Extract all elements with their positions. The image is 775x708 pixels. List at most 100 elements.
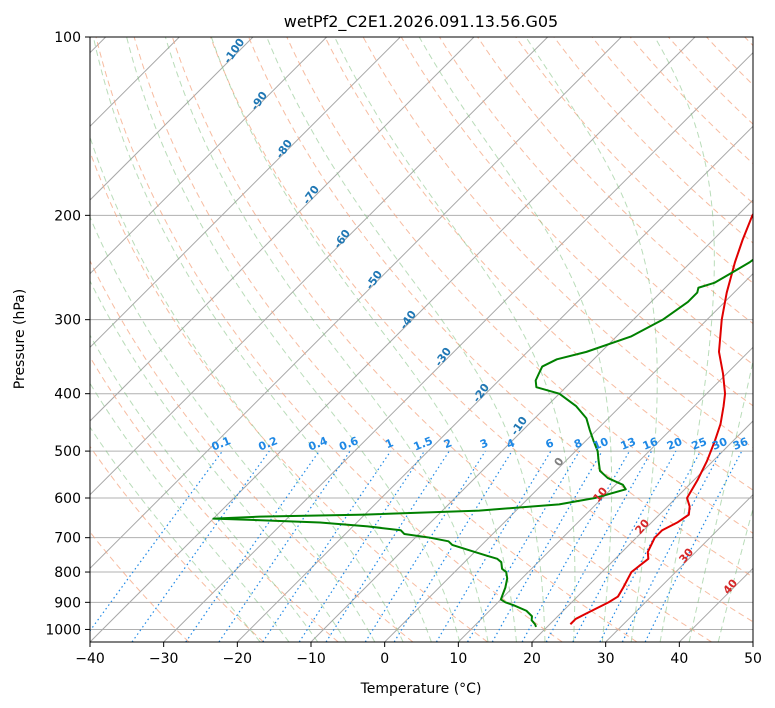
moist-adiabat-line <box>90 334 319 642</box>
x-tick-label: 30 <box>597 651 615 667</box>
isotherm-line <box>236 125 753 642</box>
dry-adiabat-line <box>248 37 753 578</box>
isotherm-line <box>90 37 696 642</box>
mixing-ratio-label: 30 <box>710 435 729 453</box>
mixing-ratio-label: 20 <box>665 435 684 453</box>
dry-adiabat-line <box>477 37 753 325</box>
x-tick-label: 50 <box>744 651 762 667</box>
moist-adiabat-line <box>90 215 376 642</box>
isotherm-line <box>384 272 753 642</box>
dry-adiabat-label: -30 <box>432 345 454 369</box>
x-tick-label: −30 <box>149 651 179 667</box>
mixing-ratio-line <box>466 450 580 642</box>
mixing-ratio-line <box>545 450 653 642</box>
y-tick-label: 200 <box>54 208 81 224</box>
temperature-trace <box>569 212 753 625</box>
isotherm-line <box>90 37 549 496</box>
x-tick-label: −40 <box>75 651 105 667</box>
isotherm-line <box>90 37 328 275</box>
isotherm-line <box>752 641 753 642</box>
mixing-ratio-line <box>599 450 702 642</box>
dry-adiabat-line <box>90 150 488 642</box>
mixing-ratio-line <box>90 450 223 632</box>
moist-adiabat-line <box>654 37 715 642</box>
mixing-ratio-label: 8 <box>572 436 584 451</box>
moist-adiabat-line <box>210 37 517 642</box>
x-axis-title: Temperature (°C) <box>360 681 482 697</box>
mixing-ratio-line <box>644 450 743 642</box>
x-tick-label: 40 <box>670 651 688 667</box>
y-tick-label: 800 <box>54 565 81 581</box>
mixing-ratio-label: 4 <box>505 436 517 451</box>
y-axis-title: Pressure (hPa) <box>12 289 28 389</box>
moist-adiabat-line <box>90 426 261 642</box>
dry-adiabat-line <box>210 37 753 623</box>
isotherm-line <box>90 37 254 201</box>
isotherm-line <box>605 493 753 642</box>
dry-adiabat-line <box>90 259 414 642</box>
moist-adiabat-line <box>164 37 489 642</box>
mixing-ratio-label: 3 <box>478 436 490 451</box>
isotherm-line <box>163 51 753 642</box>
y-tick-label: 500 <box>54 444 81 460</box>
moist-adiabat-line <box>418 37 613 642</box>
moist-adiabat-label: 30 <box>676 545 696 565</box>
y-tick-label: 300 <box>54 313 81 329</box>
dry-adiabat-label: -70 <box>300 183 322 207</box>
dry-adiabat-line <box>744 37 753 47</box>
mixing-ratio-label: 1 <box>383 436 395 451</box>
mixing-ratio-line <box>131 450 270 642</box>
y-tick-label: 700 <box>54 531 81 547</box>
isotherm-line <box>90 37 475 422</box>
mixing-ratio-line <box>364 450 486 642</box>
mixing-ratio-line <box>262 450 392 642</box>
moist-adiabat-line <box>717 506 753 642</box>
moist-adiabat-line <box>525 37 658 642</box>
dry-adiabat-line <box>324 37 753 491</box>
dry-adiabat-line <box>439 37 753 366</box>
isotherm-line <box>457 346 753 642</box>
mixing-ratio-line <box>298 450 425 642</box>
isotherm-line <box>90 37 622 570</box>
y-axis: 100 200 300 400 500 600 700 800 900 1000 <box>45 30 90 638</box>
dry-adiabat-label: -100 <box>221 36 248 66</box>
mixing-ratio-line <box>572 450 677 642</box>
mixing-ratio-line <box>325 450 450 642</box>
y-tick-label: 400 <box>54 387 81 403</box>
mixing-ratio-label: 16 <box>641 435 660 453</box>
isotherm-line <box>678 567 753 642</box>
moist-adiabat-line <box>126 37 461 642</box>
dry-adiabat-line <box>90 531 190 642</box>
moist-adiabat-line <box>334 37 576 642</box>
y-tick-label: 100 <box>54 30 81 46</box>
y-tick-label: 1000 <box>45 622 81 638</box>
y-tick-label: 900 <box>54 595 81 611</box>
moist-adiabat-line <box>90 382 290 642</box>
x-tick-label: 0 <box>380 651 389 667</box>
moist-adiabat-line <box>266 37 546 642</box>
moist-adiabat-line <box>90 135 404 642</box>
dewpoint-trace <box>212 258 753 628</box>
dry-adiabat-label: -40 <box>397 308 419 332</box>
moist-adiabat-line <box>92 37 432 642</box>
y-tick-label: 600 <box>54 491 81 507</box>
dry-adiabat-label: -20 <box>470 381 492 405</box>
dry-adiabat-line <box>171 37 712 642</box>
x-tick-label: 20 <box>523 651 541 667</box>
plot-frame <box>89 36 754 643</box>
dry-adiabat-label: 0 <box>552 455 567 469</box>
mixing-ratio-label: 25 <box>690 435 709 453</box>
moist-adiabat-label: 40 <box>720 576 740 596</box>
isotherm-line <box>90 37 401 349</box>
dry-adiabat-line <box>286 37 753 534</box>
dry-adiabat-label: -90 <box>248 89 270 113</box>
dry-adiabat-line <box>90 445 264 642</box>
isotherm-line <box>531 420 753 642</box>
mixing-ratio-label: 10 <box>591 435 610 453</box>
mixing-ratio-line <box>218 450 351 642</box>
mixing-ratio-label: 6 <box>544 436 556 451</box>
x-tick-label: 10 <box>449 651 467 667</box>
dry-adiabat-line <box>90 356 339 642</box>
grid-lines <box>90 37 753 642</box>
